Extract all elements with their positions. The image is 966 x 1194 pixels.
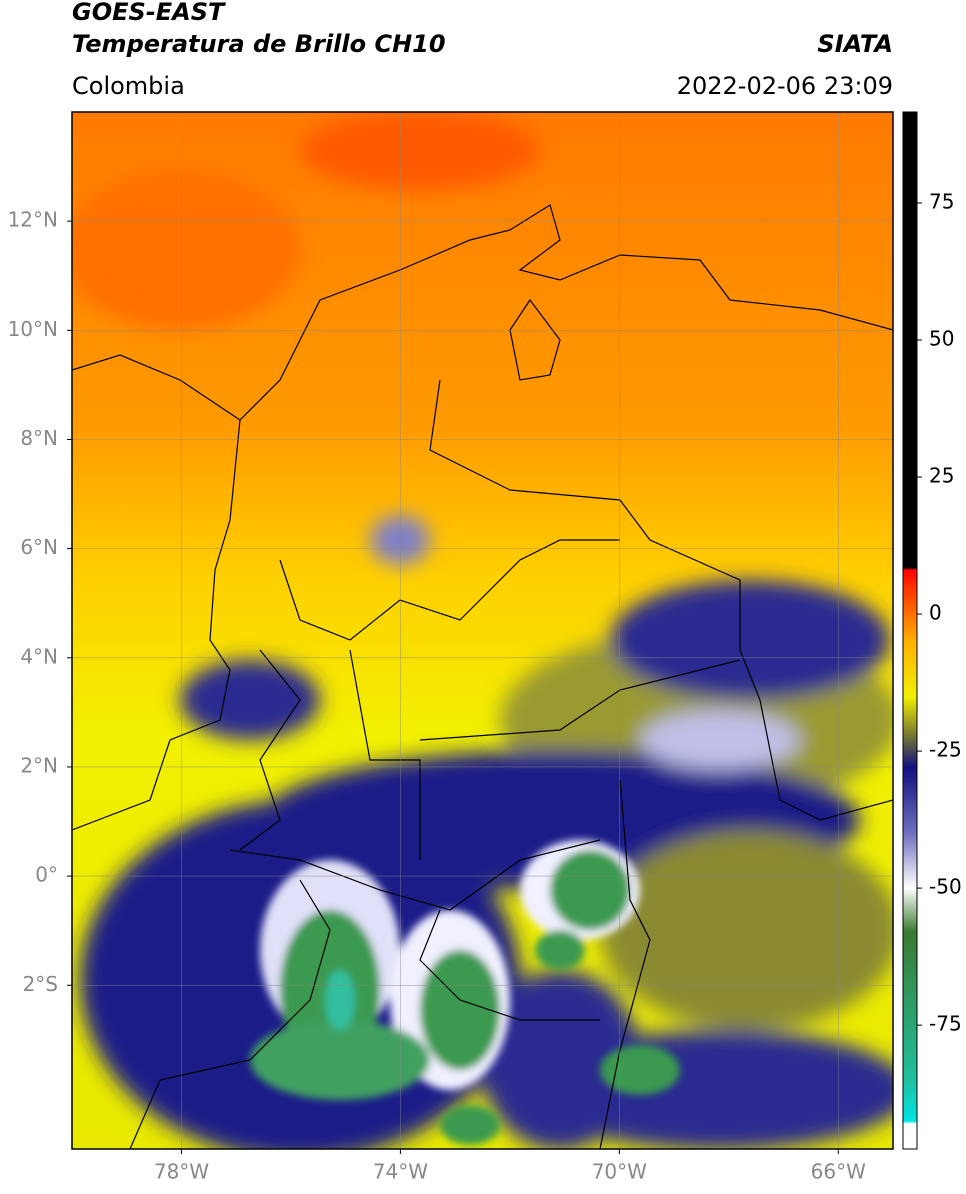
y-tick-label: 4°N xyxy=(20,644,58,668)
colorbar-label: 75 xyxy=(929,189,954,213)
y-tick-label: 2°S xyxy=(23,972,58,996)
x-tick-label: 74°W xyxy=(373,1160,428,1184)
map-frame xyxy=(71,111,894,1150)
y-tick-label: 12°N xyxy=(8,208,58,232)
y-tick-label: 10°N xyxy=(8,317,58,341)
y-tick-label: 6°N xyxy=(20,535,58,559)
satellite-image xyxy=(72,112,893,1149)
x-tick-label: 78°W xyxy=(154,1160,209,1184)
colorbar xyxy=(902,111,918,1150)
subtitle: Temperatura de Brillo CH10 xyxy=(72,30,446,58)
colorbar-label: 50 xyxy=(929,327,954,351)
y-tick-label: 0° xyxy=(35,863,58,887)
y-tick-label: 2°N xyxy=(20,753,58,777)
y-tick-label: 8°N xyxy=(20,426,58,450)
x-tick-label: 66°W xyxy=(811,1160,866,1184)
grid xyxy=(72,112,893,1149)
colorbar-label: -25 xyxy=(929,738,962,762)
datetime: 2022-02-06 23:09 xyxy=(677,72,893,100)
colorbar-label: -75 xyxy=(929,1012,962,1036)
title: GOES-EAST xyxy=(72,0,226,26)
region: Colombia xyxy=(72,72,185,100)
x-tick-label: 70°W xyxy=(592,1160,647,1184)
colorbar-label: -50 xyxy=(929,875,962,899)
source: SIATA xyxy=(817,30,893,58)
colorbar-label: 0 xyxy=(929,601,942,625)
colorbar-label: 25 xyxy=(929,464,954,488)
